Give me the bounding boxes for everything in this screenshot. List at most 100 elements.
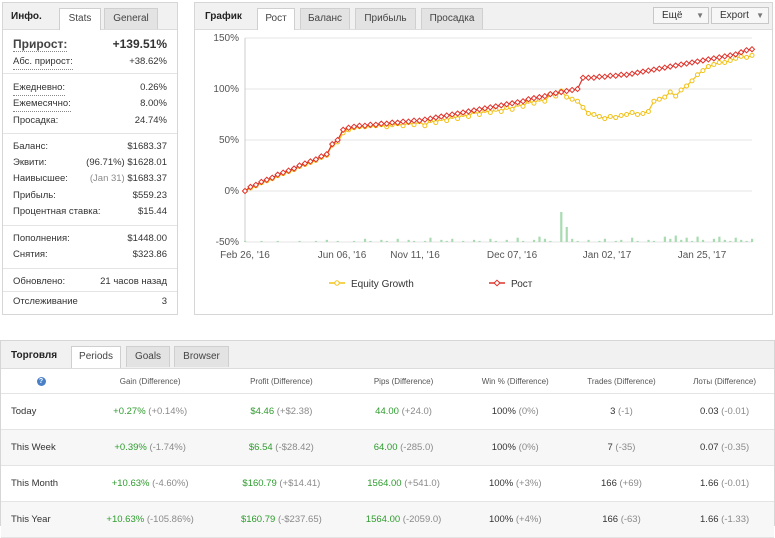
- win-difference: (+4%): [515, 514, 542, 525]
- trades-difference: (-63): [620, 514, 641, 525]
- info-header: Инфо. Stats General: [3, 3, 177, 30]
- data-point: [590, 74, 598, 82]
- trades-value: 166: [601, 478, 617, 489]
- data-point: [683, 60, 690, 67]
- col-trades: Trades (Difference): [567, 369, 676, 394]
- data-point: [448, 111, 456, 118]
- data-point: [247, 183, 254, 191]
- tab-growth[interactable]: Рост: [257, 8, 295, 30]
- equity-row: Эквити: (96.71%) $1628.01: [13, 156, 167, 170]
- drawdown-row: Просадка: 24.74%: [13, 114, 167, 128]
- export-button[interactable]: Export ▼: [711, 7, 769, 24]
- data-point: [575, 98, 581, 104]
- data-point: [410, 117, 418, 124]
- tracking-label: Отслеживание: [13, 296, 78, 307]
- data-point: [498, 108, 504, 114]
- tab-periods[interactable]: Periods: [71, 346, 121, 368]
- data-point: [688, 59, 696, 66]
- tab-balance[interactable]: Баланс: [300, 8, 350, 29]
- withdrawals-row: Снятия: $323.86: [13, 248, 167, 262]
- table-row: This Month +10.63% (-4.60%) $160.79 (+$14.…: [1, 465, 774, 502]
- equity-value: $1628.01: [127, 157, 167, 168]
- data-point: [443, 112, 450, 119]
- volume-bar: [723, 239, 726, 242]
- volume-bar: [701, 239, 705, 242]
- updated-value: 21 часов назад: [100, 276, 167, 287]
- daily-value: 0.26%: [140, 82, 167, 93]
- data-point: [666, 63, 674, 70]
- series-line: [244, 48, 753, 192]
- profit-row: Прибыль: $559.23: [13, 189, 167, 203]
- tab-stats[interactable]: Stats: [59, 8, 101, 30]
- tab-profit[interactable]: Прибыль: [355, 8, 416, 29]
- y-tick-label: 0%: [225, 186, 240, 197]
- data-point: [640, 110, 646, 116]
- data-point: [628, 70, 636, 77]
- data-point: [563, 87, 570, 95]
- col-pips: Pips (Difference): [344, 369, 463, 394]
- data-point: [737, 49, 745, 56]
- drawdown-value: 24.74%: [134, 115, 167, 126]
- highest-values: (Jan 31) $1683.37: [90, 172, 167, 186]
- tab-browser[interactable]: Browser: [174, 346, 229, 367]
- data-point: [623, 71, 630, 78]
- data-point: [617, 71, 625, 78]
- volume-bar: [298, 240, 301, 242]
- help-icon[interactable]: ?: [36, 377, 46, 386]
- divider: [3, 73, 177, 74]
- volume-bar: [565, 227, 568, 242]
- tab-general[interactable]: General: [104, 8, 158, 29]
- data-point: [607, 72, 614, 79]
- pips-difference: (-2059.0): [402, 514, 442, 525]
- periods-table: ? Gain (Difference) Profit (Difference) …: [1, 369, 774, 538]
- y-tick-label: 150%: [213, 33, 239, 44]
- data-point: [743, 46, 750, 54]
- gain-value: +0.27%: [113, 406, 146, 417]
- data-point: [509, 106, 515, 112]
- data-point: [694, 72, 700, 78]
- volume-bar: [587, 239, 590, 242]
- data-point: [285, 167, 292, 174]
- divider: [3, 225, 177, 226]
- highest-label: Наивысшее:: [13, 173, 68, 184]
- daily-label: Ежедневно:: [13, 81, 66, 96]
- tab-drawdown[interactable]: Просадка: [421, 8, 483, 29]
- cell-gain: +0.39% (-1.74%): [82, 429, 219, 466]
- data-point: [579, 74, 587, 82]
- table-row: This Year +10.63% (-105.86%) $160.79 (-$23…: [1, 501, 774, 538]
- data-point: [536, 93, 543, 101]
- trades-difference: (+69): [619, 478, 642, 489]
- data-point: [684, 83, 690, 89]
- data-point: [672, 62, 679, 69]
- trades-difference: (-35): [615, 442, 636, 453]
- data-point: [705, 64, 711, 70]
- data-point: [661, 64, 669, 71]
- volume-bar: [445, 240, 448, 242]
- data-point: [514, 99, 521, 106]
- data-point: [356, 122, 363, 129]
- deposits-label: Пополнения:: [13, 233, 70, 244]
- data-point: [388, 119, 396, 126]
- data-point: [564, 94, 570, 100]
- more-button[interactable]: Ещё ▼: [653, 7, 709, 24]
- deposits-row: Пополнения: $1448.00: [13, 232, 167, 246]
- monthly-value: 8.00%: [140, 98, 167, 109]
- updated-label: Обновлено:: [13, 276, 66, 287]
- lots-value: 0.07: [700, 442, 719, 453]
- legend-item: Equity Growth: [329, 279, 414, 290]
- data-point: [677, 61, 685, 68]
- data-point: [722, 59, 728, 65]
- volume-bar: [751, 238, 754, 242]
- volume-bar: [336, 240, 339, 242]
- data-point: [699, 57, 707, 64]
- tab-goals[interactable]: Goals: [126, 346, 170, 367]
- pips-value: 44.00: [375, 406, 399, 417]
- profit-label: Прибыль:: [13, 190, 56, 201]
- lots-value: 1.66: [700, 514, 719, 525]
- x-tick-label: Dec 07, '16: [487, 250, 538, 261]
- win-difference: (0%): [518, 442, 539, 453]
- trading-panel: Торговля Periods Goals Browser ? Gain (D…: [0, 340, 775, 538]
- data-point: [639, 68, 647, 75]
- data-point: [301, 160, 309, 167]
- interest-row: Процентная ставка: $15.44: [13, 205, 167, 219]
